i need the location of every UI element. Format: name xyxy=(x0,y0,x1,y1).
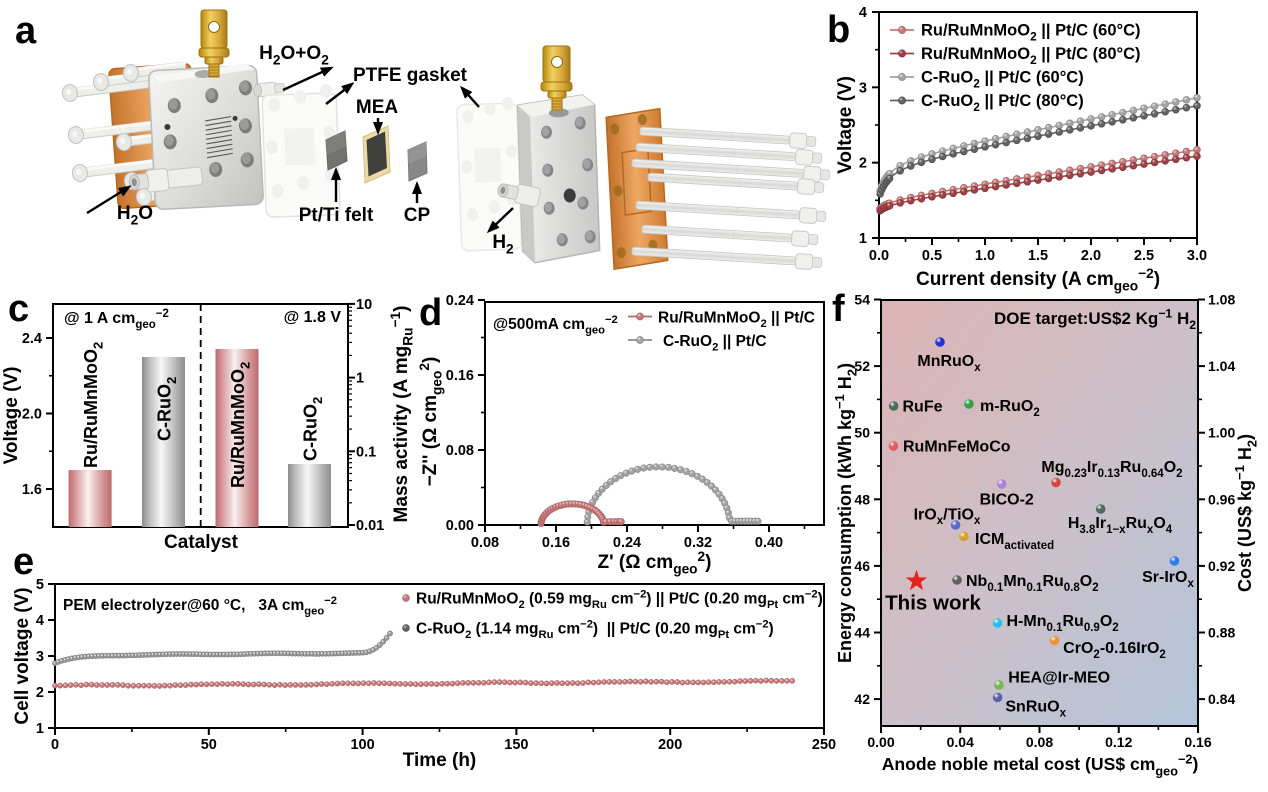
svg-text:1.5: 1.5 xyxy=(1028,248,1048,264)
svg-text:Ru/RuMnMoO2​ || Pt/C: Ru/RuMnMoO2​ || Pt/C xyxy=(658,310,815,331)
svg-text:0: 0 xyxy=(51,737,59,753)
svg-text:1.08: 1.08 xyxy=(1208,292,1235,308)
svg-text:Ru/RuMnMoO2​ || Pt/C (80°C): Ru/RuMnMoO2​ || Pt/C (80°C) xyxy=(921,45,1141,67)
svg-text:50: 50 xyxy=(854,425,870,441)
svg-text:CrO2​-0.16IrO2​: CrO2​-0.16IrO2​ xyxy=(1063,640,1166,661)
svg-text:PTFE gasket: PTFE gasket xyxy=(353,65,468,86)
svg-text:m-RuO2​: m-RuO2​ xyxy=(980,398,1040,419)
svg-text:0.5: 0.5 xyxy=(922,248,942,264)
svg-text:0.88: 0.88 xyxy=(1208,625,1235,641)
svg-text:1.04: 1.04 xyxy=(1208,358,1235,374)
svg-text:a: a xyxy=(15,10,37,52)
svg-text:0.24: 0.24 xyxy=(613,535,641,551)
svg-text:d: d xyxy=(419,292,442,334)
svg-text:MEA: MEA xyxy=(356,97,399,118)
svg-text:Ru/RuMnMoO2​ (0.59 mgRu​ cm−2​: Ru/RuMnMoO2​ (0.59 mgRu​ cm−2​) || Pt/C … xyxy=(416,589,823,612)
svg-text:2.4: 2.4 xyxy=(22,331,42,347)
svg-text:52: 52 xyxy=(854,358,870,374)
svg-text:Catalyst: Catalyst xyxy=(164,532,239,553)
svg-text:C-RuO2​ || Pt/C: C-RuO2​ || Pt/C xyxy=(663,333,767,354)
svg-text:2: 2 xyxy=(36,685,44,701)
svg-text:4: 4 xyxy=(859,5,867,21)
svg-text:C-RuO2​ || Pt/C (60°C): C-RuO2​ || Pt/C (60°C) xyxy=(921,69,1084,91)
svg-text:250: 250 xyxy=(812,737,836,753)
svg-text:Energy consumption (kWh kg−1​: Energy consumption (kWh kg−1​ H2​) xyxy=(832,363,859,663)
svg-text:@ 1.8 V: @ 1.8 V xyxy=(284,309,342,326)
svg-text:Ru/RuMnMoO2​ || Pt/C (60°C): Ru/RuMnMoO2​ || Pt/C (60°C) xyxy=(921,22,1141,44)
svg-text:Sr-IrOx​: Sr-IrOx​ xyxy=(1142,569,1194,590)
svg-text:0.08: 0.08 xyxy=(446,443,474,459)
svg-text:3.0: 3.0 xyxy=(1187,248,1207,264)
svg-text:HEA@Ir-MEO: HEA@Ir-MEO xyxy=(1008,670,1110,687)
svg-text:0.16: 0.16 xyxy=(1184,734,1211,750)
svg-text:RuMnFeMoCo: RuMnFeMoCo xyxy=(903,439,1011,456)
svg-text:0.12: 0.12 xyxy=(1105,734,1132,750)
svg-text:100: 100 xyxy=(350,737,374,753)
svg-text:0.32: 0.32 xyxy=(684,535,712,551)
svg-text:54: 54 xyxy=(854,292,870,308)
svg-text:b: b xyxy=(827,9,850,51)
svg-text:2.5: 2.5 xyxy=(1134,248,1154,264)
svg-text:CP: CP xyxy=(404,205,431,226)
svg-text:2: 2 xyxy=(859,156,867,172)
svg-text:0.1: 0.1 xyxy=(356,444,376,460)
svg-text:Voltage (V): Voltage (V) xyxy=(835,76,856,174)
svg-text:−Z'' (Ω cmgeo​2​): −Z'' (Ω cmgeo​2​) xyxy=(417,357,445,487)
svg-text:1.6: 1.6 xyxy=(22,482,42,498)
svg-text:1: 1 xyxy=(356,371,364,387)
svg-text:0.04: 0.04 xyxy=(947,734,974,750)
svg-text:3: 3 xyxy=(36,649,44,665)
svg-text:H2​O+O2​: H2​O+O2​ xyxy=(259,43,329,68)
svg-text:H2​O: H2​O xyxy=(117,203,153,228)
svg-text:1: 1 xyxy=(36,721,44,737)
svg-text:2.0: 2.0 xyxy=(1081,248,1101,264)
svg-text:46: 46 xyxy=(854,558,870,574)
svg-text:0.16: 0.16 xyxy=(446,368,474,384)
svg-text:f: f xyxy=(832,288,845,330)
svg-text:5: 5 xyxy=(36,577,44,593)
svg-text:SnRuOx​: SnRuOx​ xyxy=(1005,699,1066,720)
svg-text:0.24: 0.24 xyxy=(446,293,474,309)
svg-text:Pt/Ti felt: Pt/Ti felt xyxy=(299,205,374,226)
svg-text:RuFe: RuFe xyxy=(903,399,943,416)
svg-text:Anode noble metal cost (US$ cm: Anode noble metal cost (US$ cmgeo​−2​) xyxy=(882,752,1199,778)
svg-text:0.84: 0.84 xyxy=(1208,691,1235,707)
svg-text:48: 48 xyxy=(854,491,870,507)
svg-text:1.00: 1.00 xyxy=(1208,425,1235,441)
svg-text:Cost (US$ kg−1​ H2​): Cost (US$ kg−1​ H2​) xyxy=(1232,434,1259,592)
svg-text:42: 42 xyxy=(854,691,870,707)
svg-text:Time (h): Time (h) xyxy=(403,750,477,771)
svg-text:0.00: 0.00 xyxy=(867,734,894,750)
svg-text:Voltage (V): Voltage (V) xyxy=(1,367,22,465)
svg-text:0.08: 0.08 xyxy=(1026,734,1053,750)
svg-text:Cell voltage (V): Cell voltage (V) xyxy=(12,587,33,724)
svg-text:0.01: 0.01 xyxy=(356,518,384,534)
svg-text:IrOx​/TiOx​: IrOx​/TiOx​ xyxy=(914,506,981,527)
svg-text:4: 4 xyxy=(36,613,44,629)
svg-text:PEM electrolyzer@60 °C, 3A c: PEM electrolyzer@60 °C, 3A cmgeo​−2​ xyxy=(63,595,337,618)
svg-text:c: c xyxy=(8,288,29,330)
svg-text:0.92: 0.92 xyxy=(1208,558,1235,574)
svg-text:0.00: 0.00 xyxy=(446,518,474,534)
svg-text:This work: This work xyxy=(885,592,981,615)
svg-text:3: 3 xyxy=(859,80,867,96)
svg-text:1.0: 1.0 xyxy=(975,248,995,264)
svg-text:C-RuO2​ (1.14 mgRu​ cm−2​) ||: C-RuO2​ (1.14 mgRu​ cm−2​) || Pt/C (0.20… xyxy=(416,619,774,642)
svg-text:BICO-2: BICO-2 xyxy=(980,492,1034,509)
svg-text:2.0: 2.0 xyxy=(22,407,42,423)
svg-text:50: 50 xyxy=(201,737,217,753)
svg-text:44: 44 xyxy=(854,625,870,641)
svg-text:MnRuOx​: MnRuOx​ xyxy=(917,353,981,374)
svg-text:e: e xyxy=(13,541,34,583)
svg-text:200: 200 xyxy=(658,737,682,753)
svg-text:0.96: 0.96 xyxy=(1208,491,1235,507)
svg-text:1: 1 xyxy=(859,231,867,247)
svg-text:C-RuO2​ || Pt/C (80°C): C-RuO2​ || Pt/C (80°C) xyxy=(921,92,1084,114)
svg-text:10: 10 xyxy=(356,297,372,313)
svg-text:0.08: 0.08 xyxy=(471,535,499,551)
svg-text:150: 150 xyxy=(504,737,528,753)
svg-text:0.0: 0.0 xyxy=(869,248,889,264)
svg-text:0.16: 0.16 xyxy=(542,535,570,551)
svg-text:0.40: 0.40 xyxy=(755,535,783,551)
